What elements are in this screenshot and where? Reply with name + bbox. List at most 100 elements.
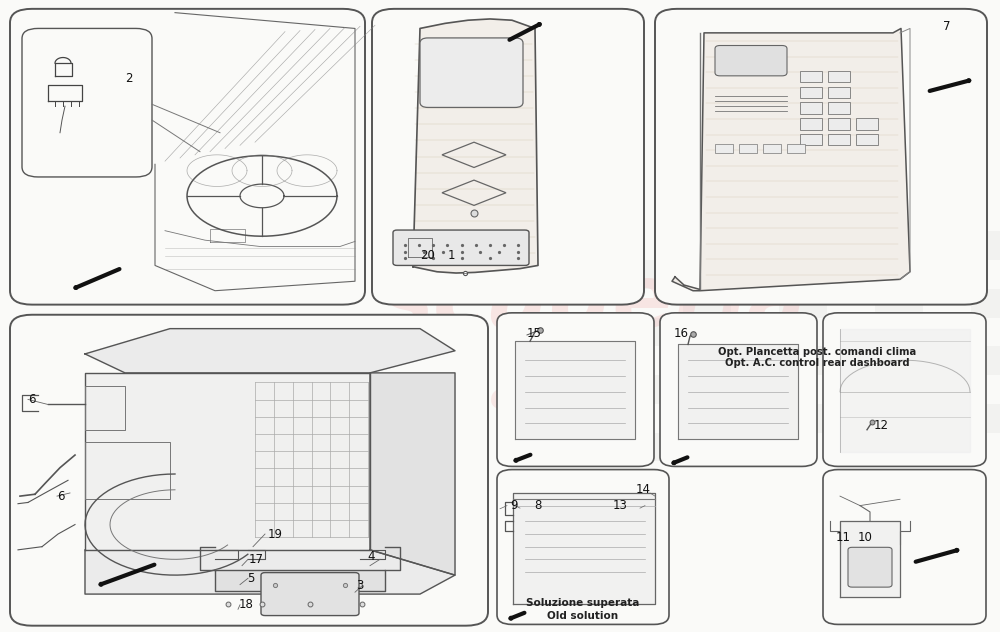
- Bar: [635, 260, 683, 289]
- FancyBboxPatch shape: [848, 547, 892, 587]
- Polygon shape: [840, 521, 900, 597]
- Bar: [875, 289, 923, 317]
- Text: 13: 13: [613, 499, 628, 512]
- Text: 18: 18: [239, 599, 254, 611]
- Bar: [683, 404, 731, 432]
- Bar: [731, 260, 779, 289]
- Text: 14: 14: [636, 483, 651, 496]
- Bar: [923, 375, 971, 404]
- Polygon shape: [678, 344, 798, 439]
- Text: Opt. Plancetta post. comandi clima: Opt. Plancetta post. comandi clima: [718, 347, 916, 357]
- Text: 16: 16: [674, 327, 689, 340]
- Polygon shape: [85, 550, 455, 594]
- Text: Opt. A.C. control rear dashboard: Opt. A.C. control rear dashboard: [725, 358, 909, 368]
- Bar: [971, 404, 1000, 432]
- Bar: [787, 144, 805, 153]
- Polygon shape: [85, 329, 455, 373]
- Text: 6: 6: [57, 490, 64, 502]
- Bar: [827, 432, 875, 461]
- FancyBboxPatch shape: [393, 230, 529, 265]
- Bar: [800, 87, 822, 98]
- Bar: [856, 118, 878, 130]
- Bar: [828, 118, 850, 130]
- Bar: [800, 102, 822, 114]
- Bar: [715, 144, 733, 153]
- Bar: [779, 231, 827, 260]
- Text: scuderia: scuderia: [380, 260, 807, 347]
- Polygon shape: [413, 19, 538, 273]
- Text: 12: 12: [874, 419, 889, 432]
- Bar: [683, 346, 731, 375]
- Bar: [763, 144, 781, 153]
- Bar: [923, 318, 971, 346]
- Bar: [739, 144, 757, 153]
- Bar: [683, 231, 731, 260]
- Text: Soluzione superata: Soluzione superata: [526, 598, 640, 608]
- FancyBboxPatch shape: [660, 313, 817, 466]
- Bar: [971, 346, 1000, 375]
- Text: 1: 1: [448, 250, 456, 262]
- Bar: [800, 118, 822, 130]
- Bar: [683, 289, 731, 317]
- Bar: [828, 134, 850, 145]
- Bar: [828, 71, 850, 82]
- Text: 9: 9: [510, 499, 518, 512]
- Bar: [875, 346, 923, 375]
- FancyBboxPatch shape: [823, 313, 986, 466]
- Bar: [800, 134, 822, 145]
- Polygon shape: [215, 570, 385, 591]
- Polygon shape: [515, 341, 635, 439]
- Text: 20: 20: [420, 250, 435, 262]
- Bar: [828, 102, 850, 114]
- FancyBboxPatch shape: [10, 9, 365, 305]
- Bar: [779, 404, 827, 432]
- Bar: [827, 318, 875, 346]
- Polygon shape: [85, 373, 370, 550]
- Text: 4: 4: [367, 550, 374, 562]
- Bar: [875, 231, 923, 260]
- FancyBboxPatch shape: [372, 9, 644, 305]
- Bar: [635, 432, 683, 461]
- FancyBboxPatch shape: [22, 28, 152, 177]
- Bar: [827, 375, 875, 404]
- Bar: [779, 346, 827, 375]
- Bar: [731, 318, 779, 346]
- Bar: [731, 375, 779, 404]
- Bar: [856, 134, 878, 145]
- Text: 15: 15: [527, 327, 542, 340]
- Text: 3: 3: [356, 580, 363, 592]
- FancyBboxPatch shape: [823, 470, 986, 624]
- FancyBboxPatch shape: [261, 573, 359, 616]
- Text: 11: 11: [836, 531, 851, 544]
- Bar: [800, 71, 822, 82]
- Polygon shape: [840, 329, 970, 452]
- FancyBboxPatch shape: [497, 313, 654, 466]
- FancyBboxPatch shape: [420, 38, 523, 107]
- Text: 6: 6: [28, 393, 36, 406]
- Bar: [971, 289, 1000, 317]
- Bar: [923, 432, 971, 461]
- FancyBboxPatch shape: [655, 9, 987, 305]
- Bar: [635, 318, 683, 346]
- Polygon shape: [513, 493, 655, 604]
- Text: 10: 10: [858, 531, 873, 544]
- Text: 17: 17: [249, 553, 264, 566]
- Text: 8: 8: [534, 499, 541, 512]
- Bar: [971, 231, 1000, 260]
- Polygon shape: [370, 373, 455, 575]
- Bar: [779, 289, 827, 317]
- Bar: [827, 260, 875, 289]
- Bar: [731, 432, 779, 461]
- Text: a: a: [490, 362, 531, 422]
- Text: Old solution: Old solution: [547, 611, 619, 621]
- Text: 19: 19: [268, 528, 283, 540]
- Bar: [635, 375, 683, 404]
- Polygon shape: [672, 28, 910, 291]
- Bar: [875, 404, 923, 432]
- FancyBboxPatch shape: [10, 315, 488, 626]
- Bar: [923, 260, 971, 289]
- Text: 5: 5: [247, 572, 254, 585]
- Text: 7: 7: [943, 20, 950, 33]
- FancyBboxPatch shape: [497, 470, 669, 624]
- FancyBboxPatch shape: [715, 46, 787, 76]
